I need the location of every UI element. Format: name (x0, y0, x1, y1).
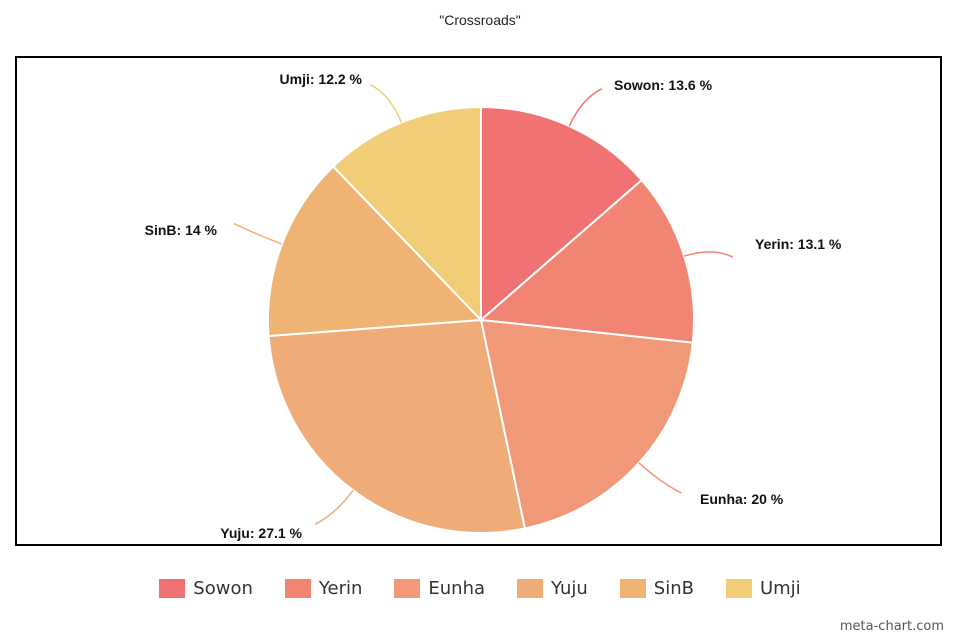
plot-area: Sowon: 13.6 % Yerin: 13.1 % Eunha: 20 % Yuj… (15, 56, 942, 546)
pie-slices (267, 105, 695, 534)
label-leader-lines (233, 83, 734, 525)
slice-labels: Sowon: 13.6 % Yerin: 13.1 % Eunha: 20 % Yuj… (145, 71, 842, 541)
leader-line-yuju (314, 489, 354, 525)
legend-swatch (394, 579, 421, 598)
legend-label: Yuju (551, 578, 588, 599)
legend-label: Sowon (193, 578, 253, 599)
leader-line-umji (369, 83, 403, 123)
pie-slice-yerin[interactable] (478, 178, 695, 344)
slice-label-yuju: Yuju: 27.1 % (220, 525, 302, 541)
legend-swatch (159, 579, 186, 598)
pie-slice-sowon[interactable] (480, 105, 644, 323)
legend-label: Umji (759, 578, 801, 599)
legend-item-sinb[interactable]: SinB (619, 578, 694, 599)
legend-swatch (725, 579, 752, 598)
slice-label-sowon: Sowon: 13.6 % (614, 77, 713, 93)
chart-title: "Crossroads" (439, 12, 521, 28)
leader-line-yerin (683, 251, 734, 258)
legend-swatch (619, 579, 646, 598)
legend-item-yerin[interactable]: Yerin (284, 578, 363, 599)
watermark: meta-chart.com (839, 619, 944, 634)
legend-label: Yerin (318, 578, 363, 599)
legend-item-yuju[interactable]: Yuju (517, 578, 588, 599)
leader-line-sinb (233, 222, 283, 245)
pie-slice-yuju[interactable] (267, 318, 527, 534)
legend-swatch (517, 579, 544, 598)
leader-line-eunha (638, 462, 682, 494)
leader-line-sowon (568, 88, 603, 127)
legend-label: Eunha (428, 578, 486, 599)
slice-label-umji: Umji: 12.2 % (280, 71, 363, 87)
slice-label-sinb: SinB: 14 % (145, 222, 218, 238)
pie-chart: Sowon: 13.6 % Yerin: 13.1 % Eunha: 20 % Yuj… (145, 71, 842, 541)
legend-item-umji[interactable]: Umji (725, 578, 801, 599)
slice-label-yerin: Yerin: 13.1 % (755, 236, 842, 252)
legend-swatch (284, 579, 311, 598)
slice-label-eunha: Eunha: 20 % (700, 491, 784, 507)
legend-label: SinB (653, 578, 694, 599)
pie-slice-eunha[interactable] (479, 318, 694, 530)
legend-item-eunha[interactable]: Eunha (394, 578, 485, 599)
legend: Sowon Yerin Eunha Yuju SinB Umji (0, 578, 960, 599)
legend-item-sowon[interactable]: Sowon (159, 578, 253, 599)
